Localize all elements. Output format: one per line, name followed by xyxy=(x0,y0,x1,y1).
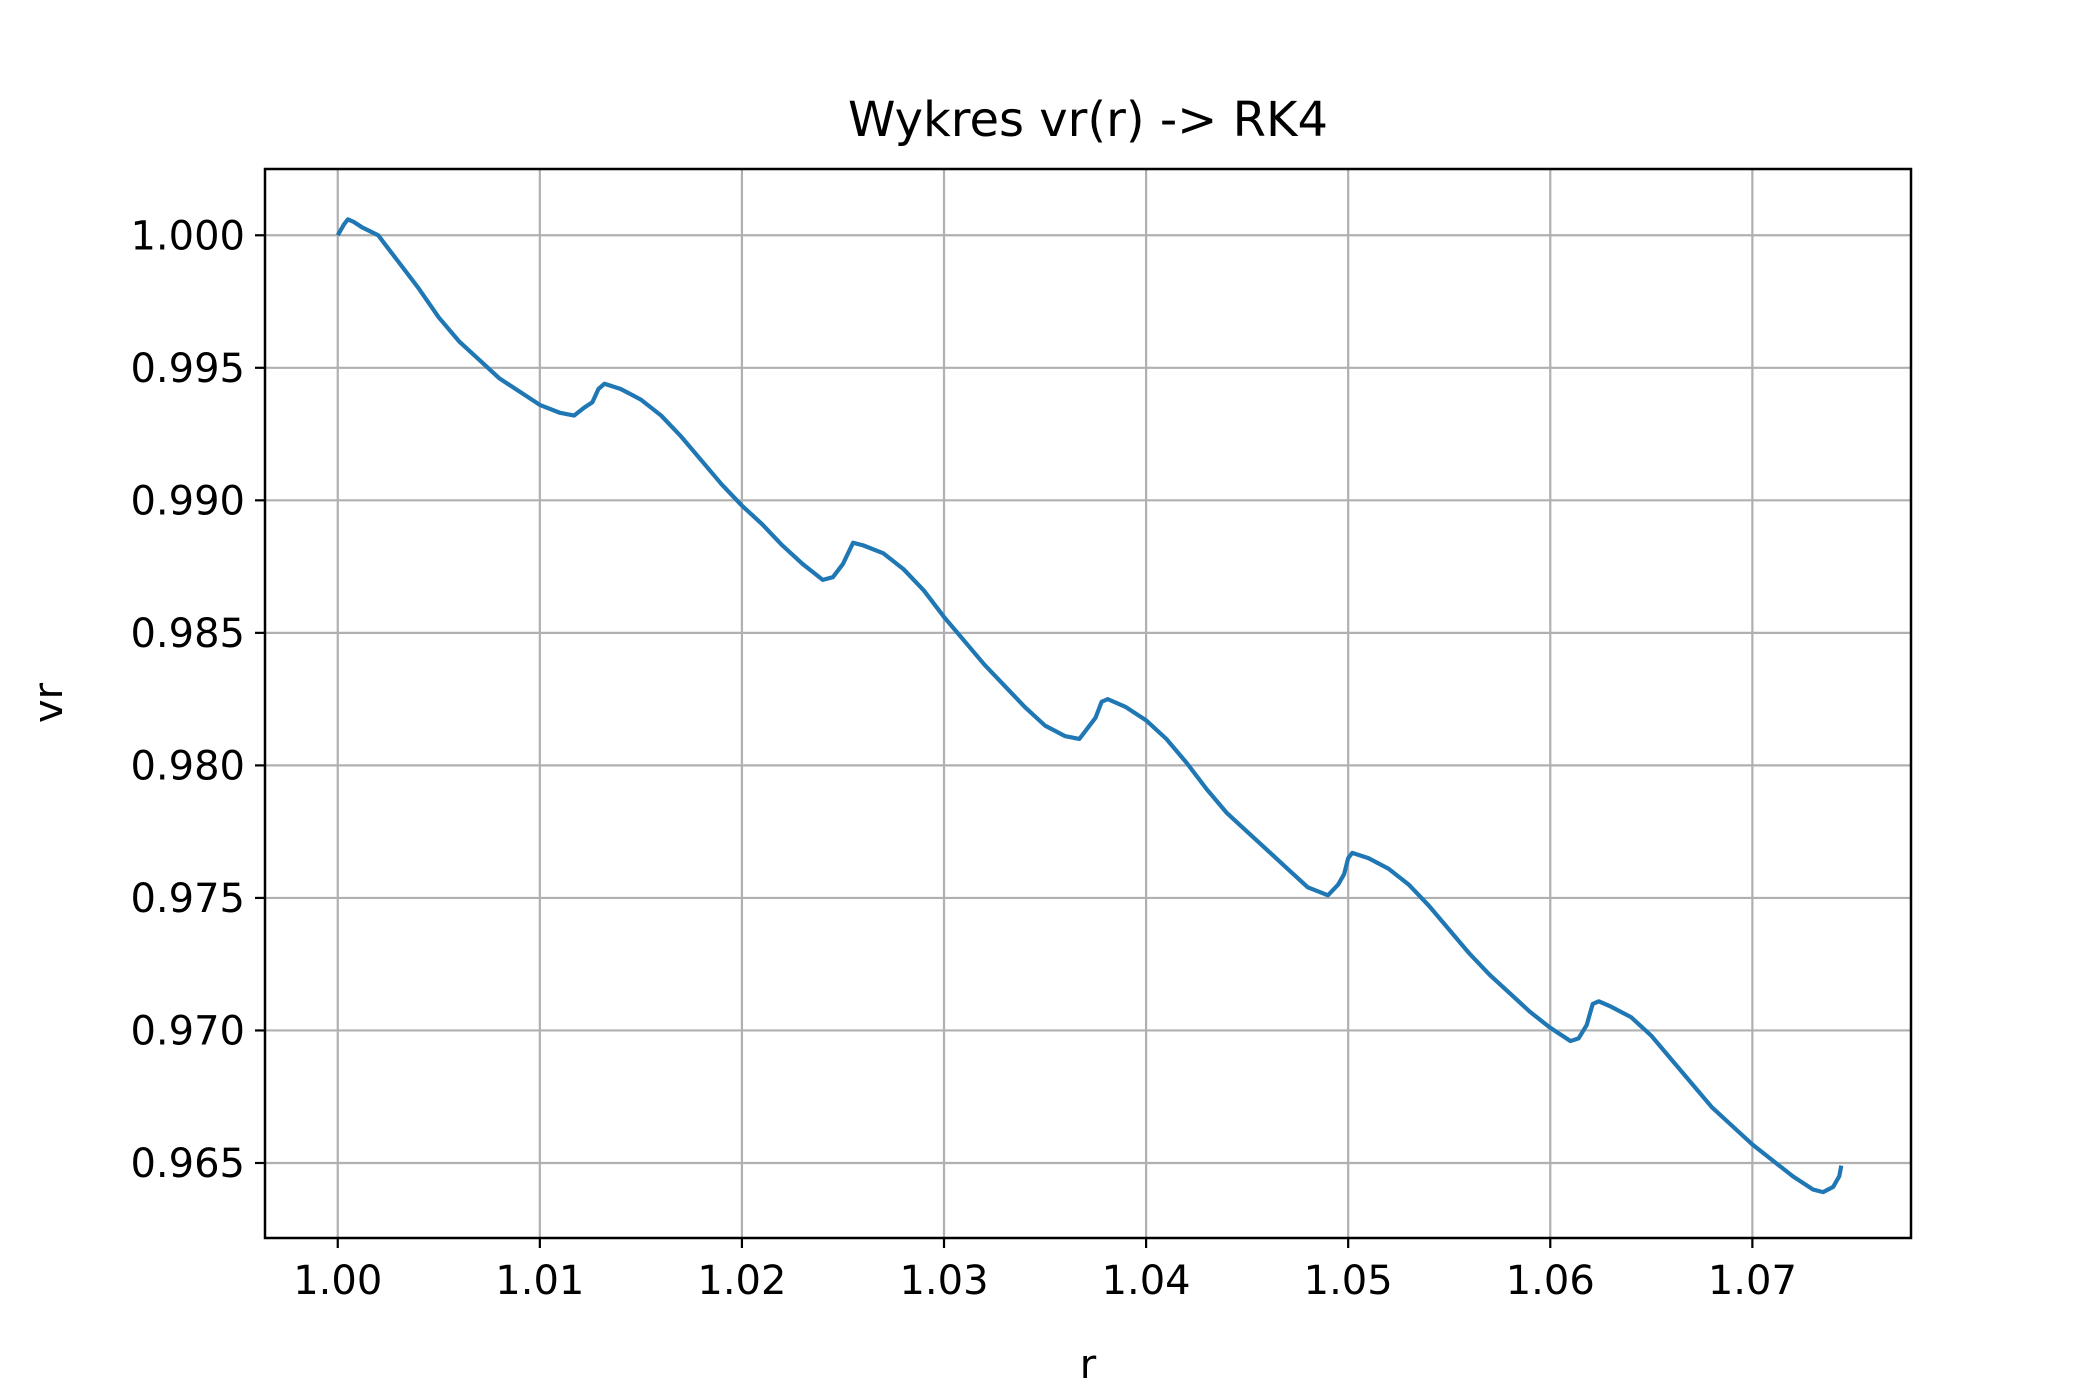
x-tick-label: 1.02 xyxy=(697,1258,786,1304)
y-tick-label: 0.985 xyxy=(130,611,245,657)
y-tick-label: 0.965 xyxy=(130,1141,245,1187)
chart-title: Wykres vr(r) -> RK4 xyxy=(848,92,1328,148)
series-layer xyxy=(335,217,1844,1195)
y-tick-label: 0.970 xyxy=(130,1008,245,1054)
plot-frame xyxy=(263,167,1913,1240)
x-tick-label: 1.01 xyxy=(495,1258,584,1304)
x-tick-label: 1.03 xyxy=(899,1258,988,1304)
y-tick-label: 0.975 xyxy=(130,876,245,922)
x-tick-label: 1.00 xyxy=(293,1258,382,1304)
x-tick-label: 1.05 xyxy=(1304,1258,1393,1304)
y-tick-label: 0.980 xyxy=(130,743,245,789)
x-tick-label: 1.04 xyxy=(1102,1258,1191,1304)
series-line-0 xyxy=(335,217,1844,1195)
grid xyxy=(265,169,1911,1238)
x-tick-label: 1.06 xyxy=(1506,1258,1595,1304)
x-tick-label: 1.07 xyxy=(1708,1258,1797,1304)
y-tick-label: 1.000 xyxy=(130,213,245,259)
x-axis-label: r xyxy=(1080,1342,1097,1388)
y-tick-label: 0.995 xyxy=(130,346,245,392)
ticks: 1.00 1.01 1.02 1.03 1.04 1.05 1.06 1.07 0.965 0.9… xyxy=(130,213,1796,1304)
y-axis-label: vr xyxy=(26,682,72,723)
y-tick-label: 0.990 xyxy=(130,478,245,524)
